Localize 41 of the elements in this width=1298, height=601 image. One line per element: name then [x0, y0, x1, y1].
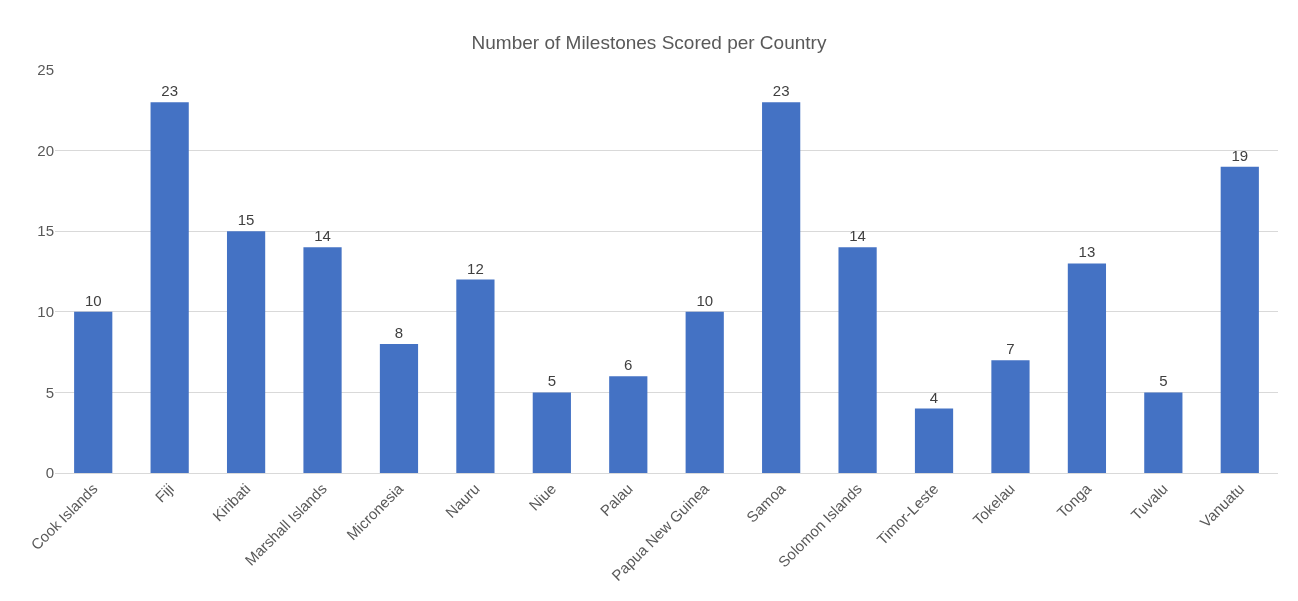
data-label: 10	[696, 291, 714, 309]
data-label: 14	[849, 227, 866, 245]
data-label: 15	[237, 211, 255, 229]
data-label: 5	[1159, 372, 1168, 390]
chart-title: Number of Milestones Scored per Country	[471, 32, 827, 54]
bar	[914, 408, 954, 473]
data-label: 23	[772, 82, 790, 100]
bar	[532, 392, 571, 473]
data-label: 10	[84, 291, 102, 309]
x-tick-label: Niue	[525, 479, 560, 514]
y-tick-label: 0	[45, 464, 54, 482]
bar	[150, 102, 189, 473]
bar	[1220, 166, 1259, 473]
bar	[379, 344, 419, 473]
bar	[1144, 392, 1183, 473]
data-label: 7	[1006, 340, 1015, 358]
y-tick-label: 20	[37, 141, 54, 159]
y-tick-label: 25	[37, 61, 54, 79]
bar	[762, 102, 801, 473]
data-label: 4	[929, 388, 939, 406]
bar	[609, 376, 648, 473]
bar	[838, 247, 877, 473]
data-label: 8	[394, 324, 404, 342]
bar	[456, 279, 495, 473]
bar	[303, 247, 342, 473]
y-tick-label: 10	[37, 303, 54, 321]
data-label: 19	[1231, 146, 1249, 164]
data-label: 14	[314, 227, 331, 245]
data-label: 5	[547, 372, 557, 390]
x-tick-label: Fiji	[151, 479, 178, 506]
data-label: 23	[161, 82, 178, 100]
y-tick-label: 15	[37, 222, 54, 240]
y-tick-label: 5	[45, 383, 54, 401]
data-label: 6	[624, 356, 633, 374]
bar	[991, 360, 1030, 473]
bar	[74, 311, 113, 473]
data-label: 13	[1078, 243, 1096, 261]
bar	[1067, 263, 1107, 473]
bar	[226, 231, 266, 473]
bar	[685, 311, 724, 473]
data-label: 12	[467, 259, 484, 277]
